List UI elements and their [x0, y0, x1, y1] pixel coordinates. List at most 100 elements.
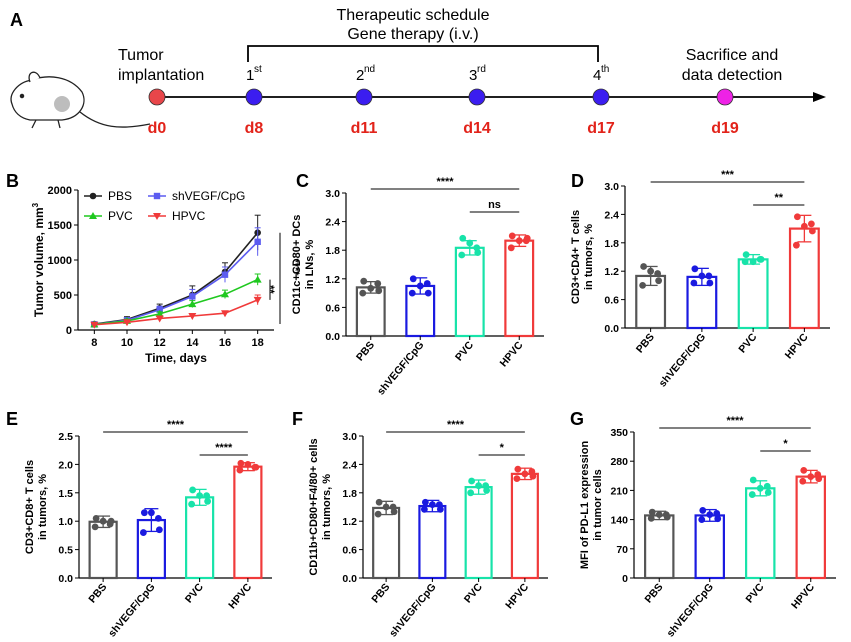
- data-point: [409, 275, 417, 283]
- y-axis-label-line: in tumor cells: [592, 469, 604, 541]
- timeline-arrowhead: [813, 92, 826, 102]
- data-point: [706, 279, 714, 287]
- bar-PVC: [745, 487, 776, 580]
- data-point: [639, 282, 647, 289]
- data-point: [799, 477, 807, 485]
- data-point: [204, 497, 212, 505]
- timepoint-day-label: d0: [148, 120, 167, 137]
- data-point: [375, 287, 383, 295]
- panel-b-line-HPVC: [94, 299, 258, 326]
- data-point: [807, 220, 815, 228]
- mouse-illustration: [10, 71, 151, 129]
- dose-label: 4: [593, 67, 601, 84]
- data-point: [698, 272, 706, 280]
- ytick-label: 1.8: [342, 488, 357, 500]
- timepoint-dot-d8: [245, 88, 263, 106]
- schedule-title: Therapeutic schedule: [337, 7, 490, 24]
- sig-label: ****: [167, 419, 185, 431]
- data-point: [514, 465, 522, 473]
- panel-b-label: B: [6, 171, 19, 191]
- tumor-label-line1: Tumor: [118, 47, 164, 64]
- ytick-label: 3.0: [604, 181, 619, 193]
- data-point: [382, 503, 390, 511]
- panel-b-xtick-label: 18: [252, 337, 264, 349]
- panel-b-point: [155, 309, 164, 317]
- xtick-label: shVEGF/CpG: [387, 581, 439, 639]
- data-point: [808, 227, 816, 235]
- data-point: [793, 213, 801, 221]
- data-point: [654, 270, 662, 277]
- data-point: [529, 472, 537, 480]
- data-point: [655, 277, 663, 285]
- ytick-label: 0.0: [325, 331, 340, 343]
- xtick-label: PBS: [354, 339, 377, 363]
- data-point: [203, 492, 211, 500]
- ytick-label: 70: [616, 544, 628, 556]
- ytick-label: 0.0: [58, 573, 73, 585]
- data-point: [408, 289, 416, 297]
- bar-PBS: [372, 506, 401, 580]
- ytick-label: 2.0: [58, 459, 73, 471]
- data-point: [466, 239, 474, 247]
- panel-b-line-PVC: [94, 278, 258, 326]
- data-point: [147, 509, 155, 517]
- panel-b-ytick-label: 0: [66, 325, 72, 337]
- panel-b-ytick-label: 500: [54, 290, 72, 302]
- ytick-label: 0.0: [342, 573, 357, 585]
- data-point: [139, 529, 147, 536]
- xtick-label: PVC: [453, 339, 476, 364]
- panel-b-point: [90, 321, 99, 329]
- data-point: [640, 263, 648, 270]
- panel-b-legend-marker: [153, 213, 161, 220]
- data-point: [748, 491, 756, 498]
- data-point: [513, 475, 521, 482]
- ytick-label: 0.6: [342, 545, 357, 557]
- xtick-label: shVEGF/CpG: [375, 339, 427, 397]
- bar-HPVC: [510, 472, 539, 580]
- y-axis-label-line: CD11c+CD80+ DCs: [291, 215, 303, 315]
- data-point: [91, 523, 99, 531]
- data-point: [523, 234, 531, 242]
- panel-b-legend-marker: [89, 212, 97, 219]
- bar-PVC: [185, 496, 215, 580]
- sacrifice-label-line1: Sacrifice and: [686, 47, 779, 64]
- data-point: [237, 459, 245, 467]
- data-point: [99, 517, 107, 525]
- bar-PVC: [737, 258, 769, 330]
- panel-b-legend-label: PBS: [108, 189, 132, 203]
- panel-b-point: [188, 300, 197, 308]
- data-point: [420, 505, 428, 513]
- data-point: [763, 482, 771, 490]
- data-point: [154, 514, 162, 522]
- ytick-label: 2.4: [342, 459, 357, 471]
- data-point: [690, 279, 698, 287]
- panel-b-legend-marker: [153, 192, 161, 200]
- data-point: [107, 517, 115, 525]
- panel-b-xtick-label: 8: [91, 337, 97, 349]
- xtick-label: PBS: [369, 581, 392, 605]
- panel-b-point: [189, 293, 196, 300]
- data-point: [467, 489, 475, 497]
- ytick-label: 1.2: [342, 516, 357, 528]
- data-point: [655, 511, 663, 518]
- dose-label: 2: [356, 67, 364, 84]
- bar-PBS: [88, 520, 118, 580]
- xtick-label: shVEGF/CpG: [657, 331, 709, 389]
- panel-b-legend-label: shVEGF/CpG: [172, 189, 245, 203]
- timepoint-day-label: d19: [711, 120, 739, 137]
- sig-label: ****: [436, 176, 454, 188]
- sig-label: ***: [721, 169, 735, 181]
- ytick-label: 1.0: [58, 516, 73, 528]
- xtick-label: PBS: [634, 331, 657, 355]
- data-point: [458, 251, 466, 259]
- xtick-label: shVEGF/CpG: [664, 581, 716, 639]
- bar-HPVC: [795, 475, 826, 580]
- data-point: [424, 289, 432, 297]
- data-point: [508, 232, 516, 240]
- panel-b-legend-marker: [89, 192, 97, 200]
- xtick-label: HPVC: [226, 581, 254, 611]
- timepoint-dot-d19: [716, 88, 734, 106]
- xtick-label: PBS: [642, 581, 665, 605]
- data-point: [374, 510, 382, 518]
